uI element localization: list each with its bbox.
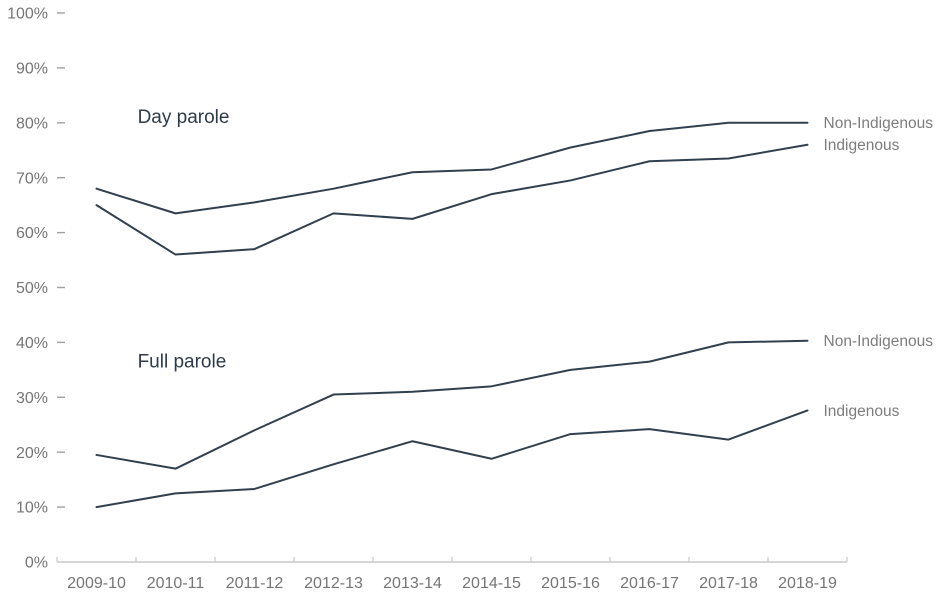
line-full-parole-indigenous <box>95 409 809 509</box>
x-tick-label: 2012-13 <box>304 575 363 592</box>
y-tick-label: 10% <box>16 500 48 517</box>
x-tick-label: 2018-19 <box>778 575 837 592</box>
x-tick-label: 2013-14 <box>383 575 442 592</box>
y-tick-label: 70% <box>16 170 48 187</box>
series-end-label: Non-Indigenous <box>824 115 934 132</box>
y-tick-label: 20% <box>16 445 48 462</box>
y-tick-label: 50% <box>16 280 48 297</box>
series-end-label: Non-Indigenous <box>824 333 934 350</box>
x-tick-label: 2011-12 <box>226 575 284 592</box>
y-tick-label: 60% <box>16 225 48 242</box>
y-tick-label: 80% <box>16 115 48 132</box>
x-tick-label: 2014-15 <box>462 575 521 592</box>
y-tick-label: 0% <box>25 555 48 572</box>
x-tick-label: 2017-18 <box>699 575 758 592</box>
line-day-parole-non-indigenous <box>95 121 809 215</box>
x-tick-label: 2009-10 <box>67 575 126 592</box>
y-tick-label: 90% <box>16 61 48 78</box>
x-tick-label: 2010-11 <box>147 575 205 592</box>
group-title-full-parole: Full parole <box>138 352 227 373</box>
line-day-parole-indigenous <box>95 143 809 256</box>
y-tick-label: 40% <box>16 335 48 352</box>
series-end-label: Indigenous <box>824 137 900 154</box>
series-end-labels: Non-Indigenous Indigenous Non-Indigenous In… <box>824 115 934 420</box>
group-titles: Day parole Full parole <box>138 107 230 373</box>
y-axis: 100% 90% 80% 70% 60% 50% 40% 30% 20% 10% 0% <box>7 6 65 572</box>
series-end-label: Indigenous <box>824 403 900 420</box>
x-tick-label: 2015-16 <box>541 575 600 592</box>
line-full-parole-non-indigenous <box>95 339 809 470</box>
x-tick-label: 2016-17 <box>620 575 679 592</box>
y-tick-label: 30% <box>16 390 48 407</box>
y-tick-label: 100% <box>7 6 48 23</box>
group-title-day-parole: Day parole <box>138 107 230 128</box>
x-axis: 2009-10 2010-11 2011-12 2012-13 2013-14 2014-… <box>56 557 848 592</box>
series-lines <box>95 121 809 509</box>
